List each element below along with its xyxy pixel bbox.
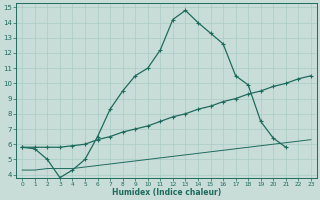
X-axis label: Humidex (Indice chaleur): Humidex (Indice chaleur) [112, 188, 221, 197]
